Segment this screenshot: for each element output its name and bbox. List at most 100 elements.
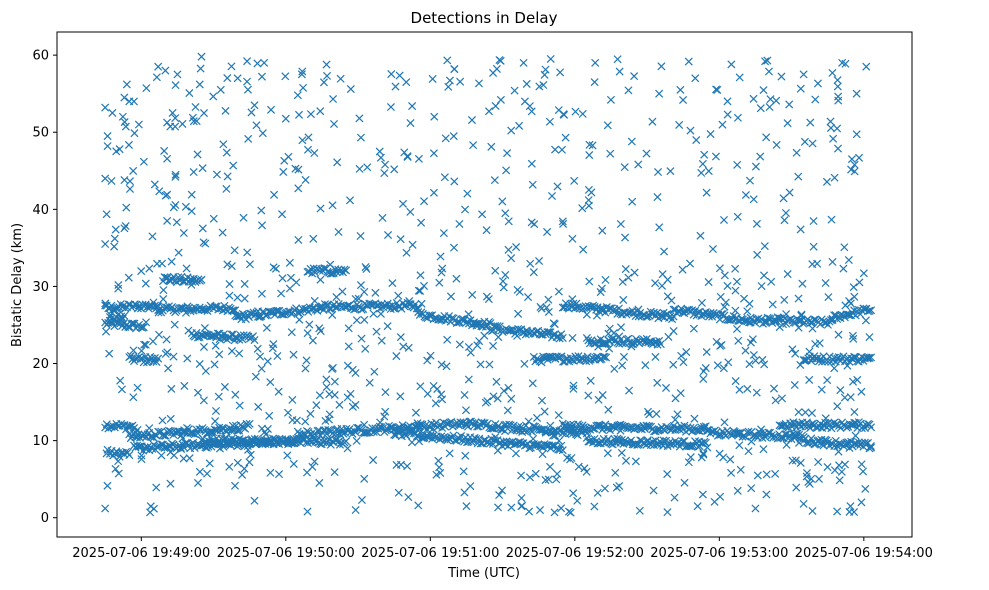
data-point (823, 376, 832, 385)
data-point (292, 278, 301, 287)
data-point (252, 121, 261, 130)
data-point (696, 231, 705, 240)
data-point (806, 118, 815, 127)
data-point (554, 287, 563, 296)
data-point (107, 176, 116, 185)
data-point (699, 422, 708, 431)
data-point (682, 348, 691, 357)
data-point (205, 459, 214, 468)
data-point (310, 457, 319, 466)
x-axis-label: Time (UTC) (447, 566, 520, 581)
data-point (174, 248, 183, 257)
data-point (387, 70, 396, 79)
data-point (847, 155, 856, 164)
data-point (619, 295, 628, 304)
data-point (402, 431, 411, 440)
data-point (407, 438, 417, 447)
data-point (165, 276, 174, 285)
data-point (839, 264, 848, 273)
data-point (301, 417, 310, 426)
data-point (387, 424, 396, 433)
data-point (704, 278, 713, 287)
y-tick-label: 40 (32, 203, 49, 218)
data-point (782, 440, 791, 449)
data-point (857, 460, 866, 469)
data-point (483, 397, 492, 406)
data-point (559, 110, 568, 119)
data-point (785, 100, 794, 109)
data-point (274, 387, 283, 396)
data-point (493, 322, 502, 331)
data-point (686, 453, 695, 462)
data-point (115, 145, 124, 154)
data-point (529, 268, 538, 277)
data-point (180, 381, 189, 390)
data-point (766, 95, 775, 104)
x-tick-label: 2025-07-06 19:50:00 (217, 546, 355, 561)
data-point (507, 126, 516, 135)
data-point (414, 437, 424, 446)
data-point (590, 78, 599, 87)
data-point (351, 294, 360, 304)
data-point (513, 424, 522, 433)
data-point (490, 176, 499, 185)
data-point (211, 341, 220, 350)
data-point (220, 382, 229, 391)
data-point (219, 140, 228, 149)
data-point (464, 343, 473, 352)
data-point (740, 316, 749, 325)
data-point (329, 95, 338, 104)
data-point (328, 201, 337, 210)
data-point (797, 311, 806, 320)
data-point (505, 438, 514, 447)
data-point (817, 357, 827, 366)
data-point (494, 503, 503, 512)
data-point (557, 352, 566, 361)
data-point (474, 79, 484, 88)
data-point (429, 149, 438, 158)
data-point (544, 328, 553, 337)
data-point (794, 294, 803, 303)
data-point (283, 408, 293, 417)
data-point (351, 505, 360, 515)
data-point (735, 385, 744, 394)
data-point (850, 160, 859, 169)
data-point (442, 362, 451, 371)
data-point (716, 492, 725, 501)
data-point (586, 376, 595, 385)
data-point (360, 420, 369, 429)
data-point (139, 157, 148, 166)
data-point (473, 341, 482, 350)
data-point (489, 341, 498, 350)
data-point (702, 347, 711, 357)
data-point (747, 484, 756, 493)
data-point (485, 439, 494, 448)
data-point (429, 381, 438, 391)
data-point (406, 119, 415, 128)
data-point (830, 466, 839, 475)
data-point (514, 309, 523, 318)
data-point (114, 280, 123, 290)
data-point (377, 336, 386, 345)
data-point (780, 295, 789, 304)
data-point (428, 74, 437, 83)
data-point (731, 264, 740, 273)
data-point (187, 190, 196, 199)
data-point (503, 149, 512, 158)
data-point (230, 246, 239, 255)
data-point (413, 419, 422, 428)
data-point (605, 324, 614, 333)
data-point (423, 389, 432, 398)
data-point (146, 502, 155, 511)
data-point (330, 119, 339, 128)
data-point (541, 476, 550, 485)
data-point (210, 360, 219, 369)
data-point (365, 378, 374, 387)
data-point (833, 76, 842, 85)
data-point (569, 381, 578, 390)
data-point (268, 344, 277, 353)
data-point (114, 457, 123, 466)
data-point (157, 451, 166, 460)
data-point (235, 349, 244, 358)
data-point (822, 423, 831, 432)
